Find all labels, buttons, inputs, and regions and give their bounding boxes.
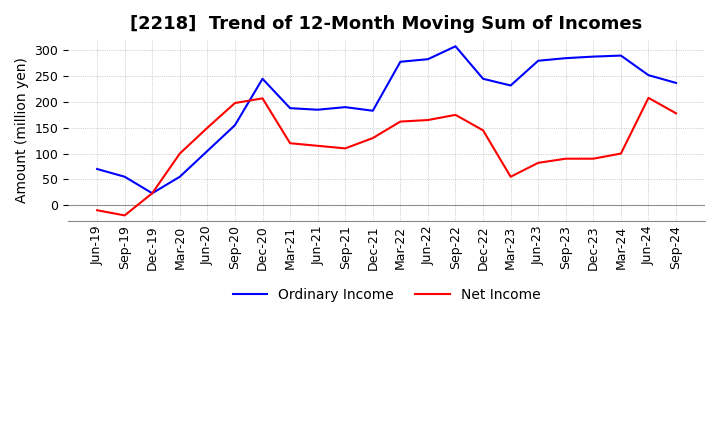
Ordinary Income [534, 58, 543, 63]
Net Income [341, 146, 349, 151]
Net Income [423, 117, 432, 123]
Net Income [148, 191, 156, 196]
Ordinary Income [120, 174, 129, 180]
Ordinary Income [451, 44, 460, 49]
Net Income [534, 160, 543, 165]
Title: [2218]  Trend of 12-Month Moving Sum of Incomes: [2218] Trend of 12-Month Moving Sum of I… [130, 15, 643, 33]
Ordinary Income [589, 54, 598, 59]
Net Income [672, 111, 680, 116]
Net Income [258, 96, 267, 101]
Net Income [120, 213, 129, 218]
Ordinary Income [396, 59, 405, 64]
Legend: Ordinary Income, Net Income: Ordinary Income, Net Income [227, 282, 546, 308]
Net Income [369, 136, 377, 141]
Line: Net Income: Net Income [97, 98, 676, 216]
Net Income [93, 208, 102, 213]
Ordinary Income [369, 108, 377, 114]
Ordinary Income [479, 76, 487, 81]
Ordinary Income [616, 53, 625, 58]
Net Income [644, 95, 653, 100]
Ordinary Income [286, 106, 294, 111]
Net Income [589, 156, 598, 161]
Net Income [176, 151, 184, 156]
Ordinary Income [230, 123, 239, 128]
Net Income [396, 119, 405, 124]
Ordinary Income [672, 80, 680, 85]
Net Income [562, 156, 570, 161]
Net Income [506, 174, 515, 180]
Line: Ordinary Income: Ordinary Income [97, 46, 676, 193]
Net Income [286, 141, 294, 146]
Ordinary Income [341, 104, 349, 110]
Net Income [451, 112, 460, 117]
Net Income [230, 100, 239, 106]
Ordinary Income [258, 76, 267, 81]
Ordinary Income [506, 83, 515, 88]
Net Income [203, 125, 212, 130]
Net Income [313, 143, 322, 148]
Ordinary Income [313, 107, 322, 112]
Net Income [616, 151, 625, 156]
Net Income [479, 128, 487, 133]
Ordinary Income [423, 57, 432, 62]
Y-axis label: Amount (million yen): Amount (million yen) [15, 57, 29, 203]
Ordinary Income [176, 174, 184, 180]
Ordinary Income [203, 148, 212, 154]
Ordinary Income [93, 166, 102, 172]
Ordinary Income [644, 73, 653, 78]
Ordinary Income [562, 55, 570, 61]
Ordinary Income [148, 191, 156, 196]
